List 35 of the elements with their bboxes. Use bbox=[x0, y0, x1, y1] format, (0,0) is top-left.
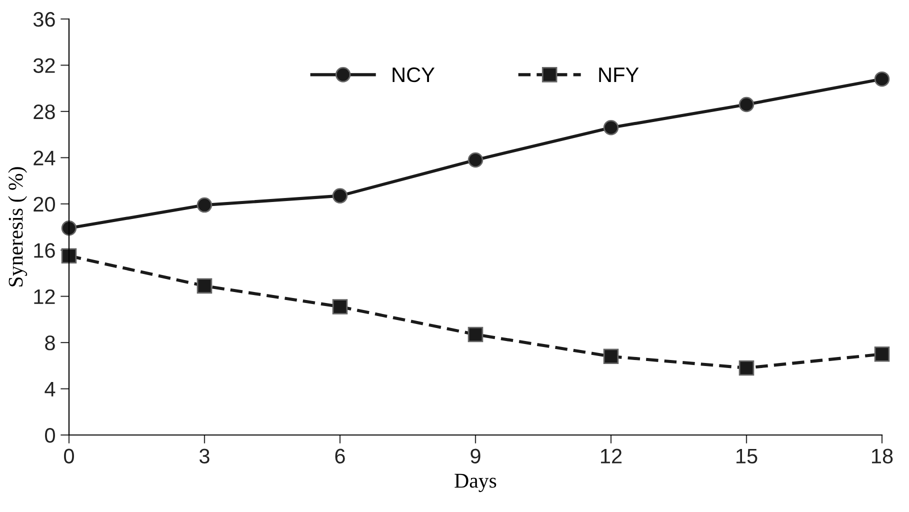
y-tick-label: 8 bbox=[45, 336, 55, 350]
y-tick-label: 36 bbox=[33, 12, 55, 27]
x-tick-label: 9 bbox=[470, 448, 480, 464]
point bbox=[738, 360, 754, 376]
x-tick-label: 6 bbox=[335, 448, 345, 464]
x-axis-title: Days bbox=[454, 474, 496, 492]
point bbox=[874, 346, 890, 362]
y-axis-title: Syneresis ( %) bbox=[8, 167, 28, 286]
point bbox=[61, 220, 77, 236]
y-tick-label: 12 bbox=[34, 289, 55, 304]
point bbox=[738, 96, 754, 112]
point bbox=[196, 278, 212, 294]
point bbox=[603, 120, 619, 136]
y-tick-label: 4 bbox=[44, 382, 56, 396]
y-tick-label: 28 bbox=[34, 104, 55, 120]
y-tick-label: 16 bbox=[34, 243, 55, 258]
y-tick-label: 24 bbox=[34, 150, 56, 166]
point bbox=[196, 197, 212, 213]
x-tick-label: 3 bbox=[200, 448, 210, 464]
x-tick-label: 15 bbox=[736, 448, 758, 464]
x-tick-label: 12 bbox=[601, 448, 622, 464]
y-tick-label: 20 bbox=[34, 196, 55, 212]
point bbox=[332, 299, 348, 314]
legend-label: NFY bbox=[599, 68, 639, 82]
x-tick-label: 0 bbox=[64, 448, 74, 464]
point bbox=[468, 326, 484, 342]
legend-label: NCY bbox=[392, 67, 435, 82]
y-tick-label: 32 bbox=[33, 58, 55, 73]
y-tick-label: 0 bbox=[45, 428, 55, 443]
x-tick-label: 18 bbox=[872, 448, 893, 464]
point bbox=[61, 248, 77, 264]
point bbox=[603, 348, 619, 364]
point bbox=[874, 71, 890, 87]
point bbox=[468, 152, 484, 168]
point bbox=[332, 188, 348, 204]
